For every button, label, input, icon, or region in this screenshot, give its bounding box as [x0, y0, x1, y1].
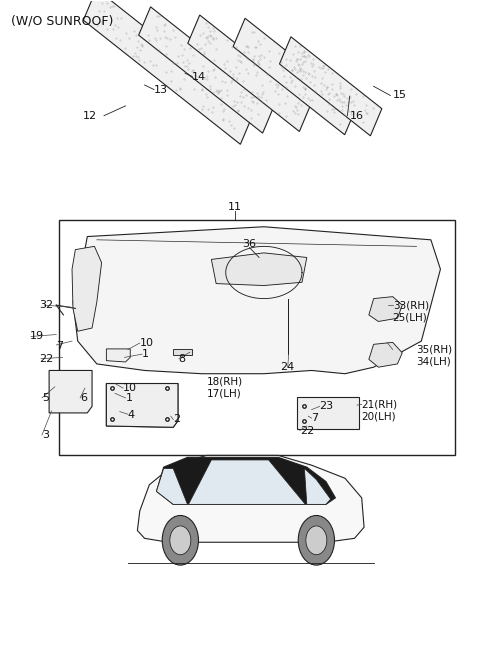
Bar	[59, 220, 455, 455]
Polygon shape	[189, 460, 305, 504]
Text: 11: 11	[228, 202, 242, 212]
Text: 5: 5	[42, 393, 49, 403]
Text: 34(LH): 34(LH)	[417, 357, 451, 367]
Text: 12: 12	[83, 111, 96, 121]
Text: 35(RH): 35(RH)	[417, 344, 453, 354]
Text: 33(RH): 33(RH)	[393, 300, 429, 310]
Circle shape	[170, 526, 191, 555]
Text: 25(LH): 25(LH)	[393, 312, 428, 323]
Polygon shape	[188, 15, 312, 131]
Polygon shape	[211, 253, 307, 285]
Text: (W/O SUNROOF): (W/O SUNROOF)	[11, 14, 113, 28]
Text: 7: 7	[56, 341, 63, 352]
Polygon shape	[137, 455, 364, 543]
Polygon shape	[304, 468, 331, 504]
Text: 8: 8	[178, 354, 185, 363]
Text: 22: 22	[39, 354, 54, 363]
Text: 10: 10	[140, 338, 154, 348]
Polygon shape	[73, 227, 441, 374]
Text: 22: 22	[300, 426, 314, 436]
Text: 14: 14	[192, 72, 206, 81]
Circle shape	[306, 526, 327, 555]
Polygon shape	[72, 247, 102, 331]
Text: 6: 6	[80, 393, 87, 403]
Text: 23: 23	[319, 401, 333, 411]
Polygon shape	[107, 384, 178, 427]
Polygon shape	[369, 342, 402, 367]
Text: 17(LH): 17(LH)	[206, 388, 241, 398]
Text: 10: 10	[123, 383, 137, 393]
Circle shape	[162, 516, 199, 565]
Text: 36: 36	[242, 239, 256, 249]
Text: 2: 2	[173, 415, 180, 424]
Polygon shape	[49, 371, 92, 413]
Text: 19: 19	[30, 331, 44, 342]
Polygon shape	[156, 457, 336, 504]
Text: 18(RH): 18(RH)	[206, 377, 243, 386]
Text: 7: 7	[312, 413, 319, 423]
Polygon shape	[279, 37, 382, 136]
Polygon shape	[369, 297, 402, 321]
Text: 13: 13	[154, 85, 168, 94]
Circle shape	[298, 516, 335, 565]
Text: 15: 15	[393, 91, 407, 100]
Polygon shape	[233, 18, 357, 134]
Text: 4: 4	[128, 410, 135, 420]
Text: 20(LH): 20(LH)	[362, 411, 396, 421]
Text: 32: 32	[39, 300, 54, 310]
Text: 16: 16	[350, 111, 364, 121]
Text: 21(RH): 21(RH)	[362, 400, 398, 409]
Polygon shape	[139, 7, 275, 133]
Polygon shape	[173, 349, 192, 356]
Text: 1: 1	[142, 349, 149, 359]
Text: 24: 24	[281, 362, 295, 372]
Text: 1: 1	[125, 393, 132, 403]
Polygon shape	[107, 349, 130, 362]
Polygon shape	[84, 0, 253, 144]
Text: 3: 3	[42, 430, 49, 440]
Polygon shape	[156, 468, 188, 504]
Polygon shape	[297, 397, 360, 429]
